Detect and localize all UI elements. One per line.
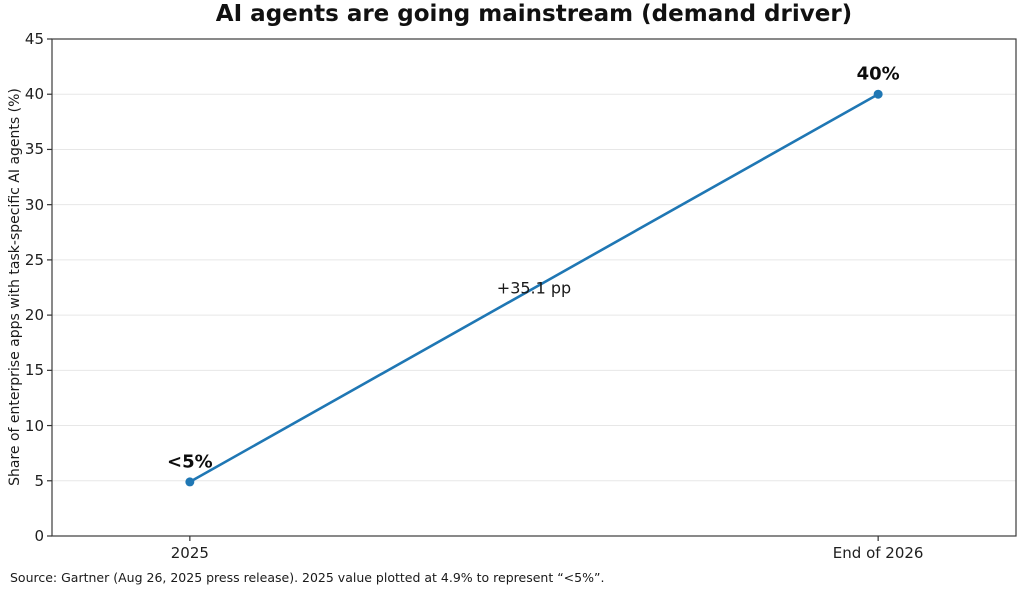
data-point (185, 477, 195, 487)
plot-frame (51, 38, 1017, 537)
y-tick-label: 10 (24, 416, 44, 435)
point-label-end-of-2026: 40% (856, 63, 900, 85)
y-tick-label: 5 (34, 471, 44, 490)
chart-title: AI agents are going mainstream (demand d… (215, 1, 853, 27)
y-tick-label: 45 (24, 30, 44, 48)
y-tick-label: 40 (24, 85, 44, 104)
point-label-2025: <5% (167, 451, 213, 473)
y-tick-label: 15 (24, 361, 44, 380)
y-tick-label: 0 (34, 527, 44, 545)
y-tick-label: 30 (24, 195, 44, 214)
y-tick-label: 35 (24, 140, 44, 159)
y-tick-label: 20 (24, 306, 44, 325)
x-tick-label: 2025 (170, 544, 209, 562)
data-point (873, 89, 883, 99)
x-tick-label: End of 2026 (832, 544, 924, 562)
delta-annotation: +35.1 pp (496, 278, 572, 298)
source-note: Source: Gartner (Aug 26, 2025 press rele… (10, 570, 605, 585)
data-line (188, 92, 880, 484)
y-tick-label: 25 (24, 250, 44, 269)
